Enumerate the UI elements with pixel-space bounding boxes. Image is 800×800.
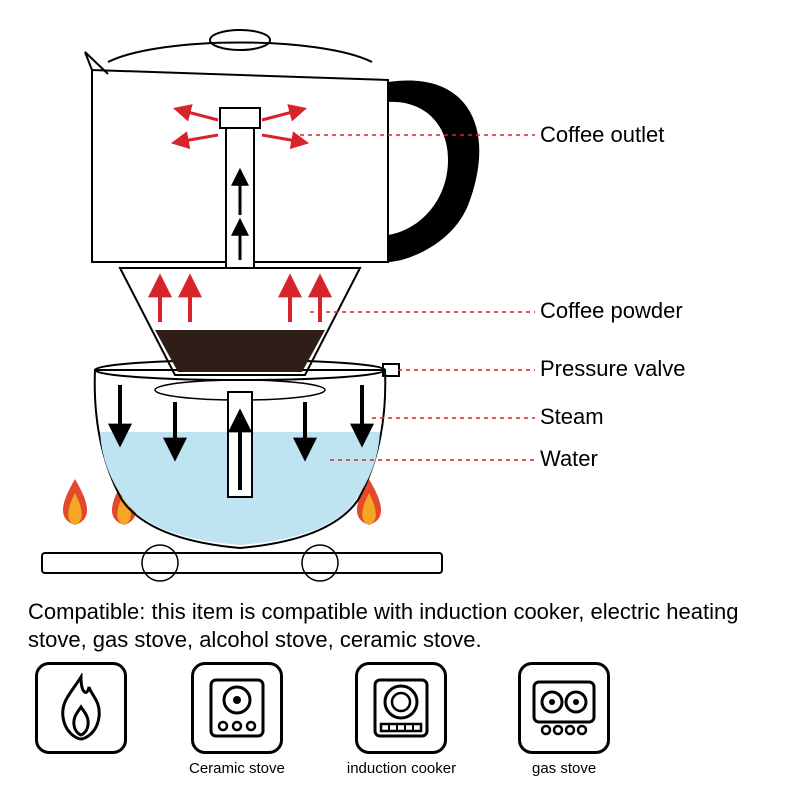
icon-label-ceramic: Ceramic stove — [189, 760, 285, 777]
icon-cell-induction: induction cooker — [347, 662, 456, 777]
compatibility-caption: Compatible: this item is compatible with… — [28, 598, 768, 653]
label-steam: Steam — [540, 404, 604, 430]
icon-cell-gas: gas stove — [518, 662, 610, 777]
label-pressure-valve: Pressure valve — [540, 356, 686, 382]
icon-label-gas: gas stove — [532, 760, 596, 777]
stove-icons-row: Ceramic stove induction cooker — [35, 662, 775, 777]
icon-label-induction: induction cooker — [347, 760, 456, 777]
label-water: Water — [540, 446, 598, 472]
gas-icon — [518, 662, 610, 754]
fire-icon — [35, 662, 127, 754]
ceramic-icon — [191, 662, 283, 754]
moka-pot-diagram — [0, 0, 800, 590]
icon-cell-fire — [35, 662, 127, 760]
induction-icon — [355, 662, 447, 754]
label-coffee-powder: Coffee powder — [540, 298, 683, 324]
icon-cell-ceramic: Ceramic stove — [189, 662, 285, 777]
diagram-svg — [0, 0, 800, 590]
label-coffee-outlet: Coffee outlet — [540, 122, 664, 148]
